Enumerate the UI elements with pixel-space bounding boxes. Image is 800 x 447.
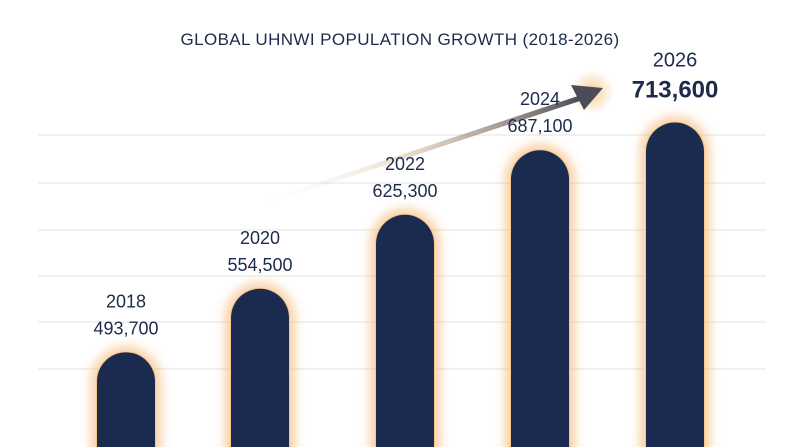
bar-2018: [97, 352, 155, 447]
year-label: 2024: [520, 89, 560, 109]
bar-2020: [231, 288, 289, 447]
year-label: 2022: [385, 154, 425, 174]
chart-title: GLOBAL UHNWI POPULATION GROWTH (2018-202…: [180, 30, 620, 49]
value-label: 554,500: [227, 255, 292, 275]
bar-2024: [511, 150, 569, 447]
value-label: 493,700: [93, 318, 158, 338]
bar-2022: [376, 214, 434, 447]
value-label: 687,100: [507, 116, 572, 136]
year-label: 2018: [106, 291, 146, 311]
value-label: 713,600: [632, 77, 719, 104]
year-label: 2020: [240, 228, 280, 248]
bar-2026: [646, 122, 704, 447]
trend-arrow-head: [571, 85, 603, 110]
trend-arrow-shaft: [250, 96, 580, 209]
value-label: 625,300: [372, 181, 437, 201]
year-label: 2026: [653, 50, 698, 72]
